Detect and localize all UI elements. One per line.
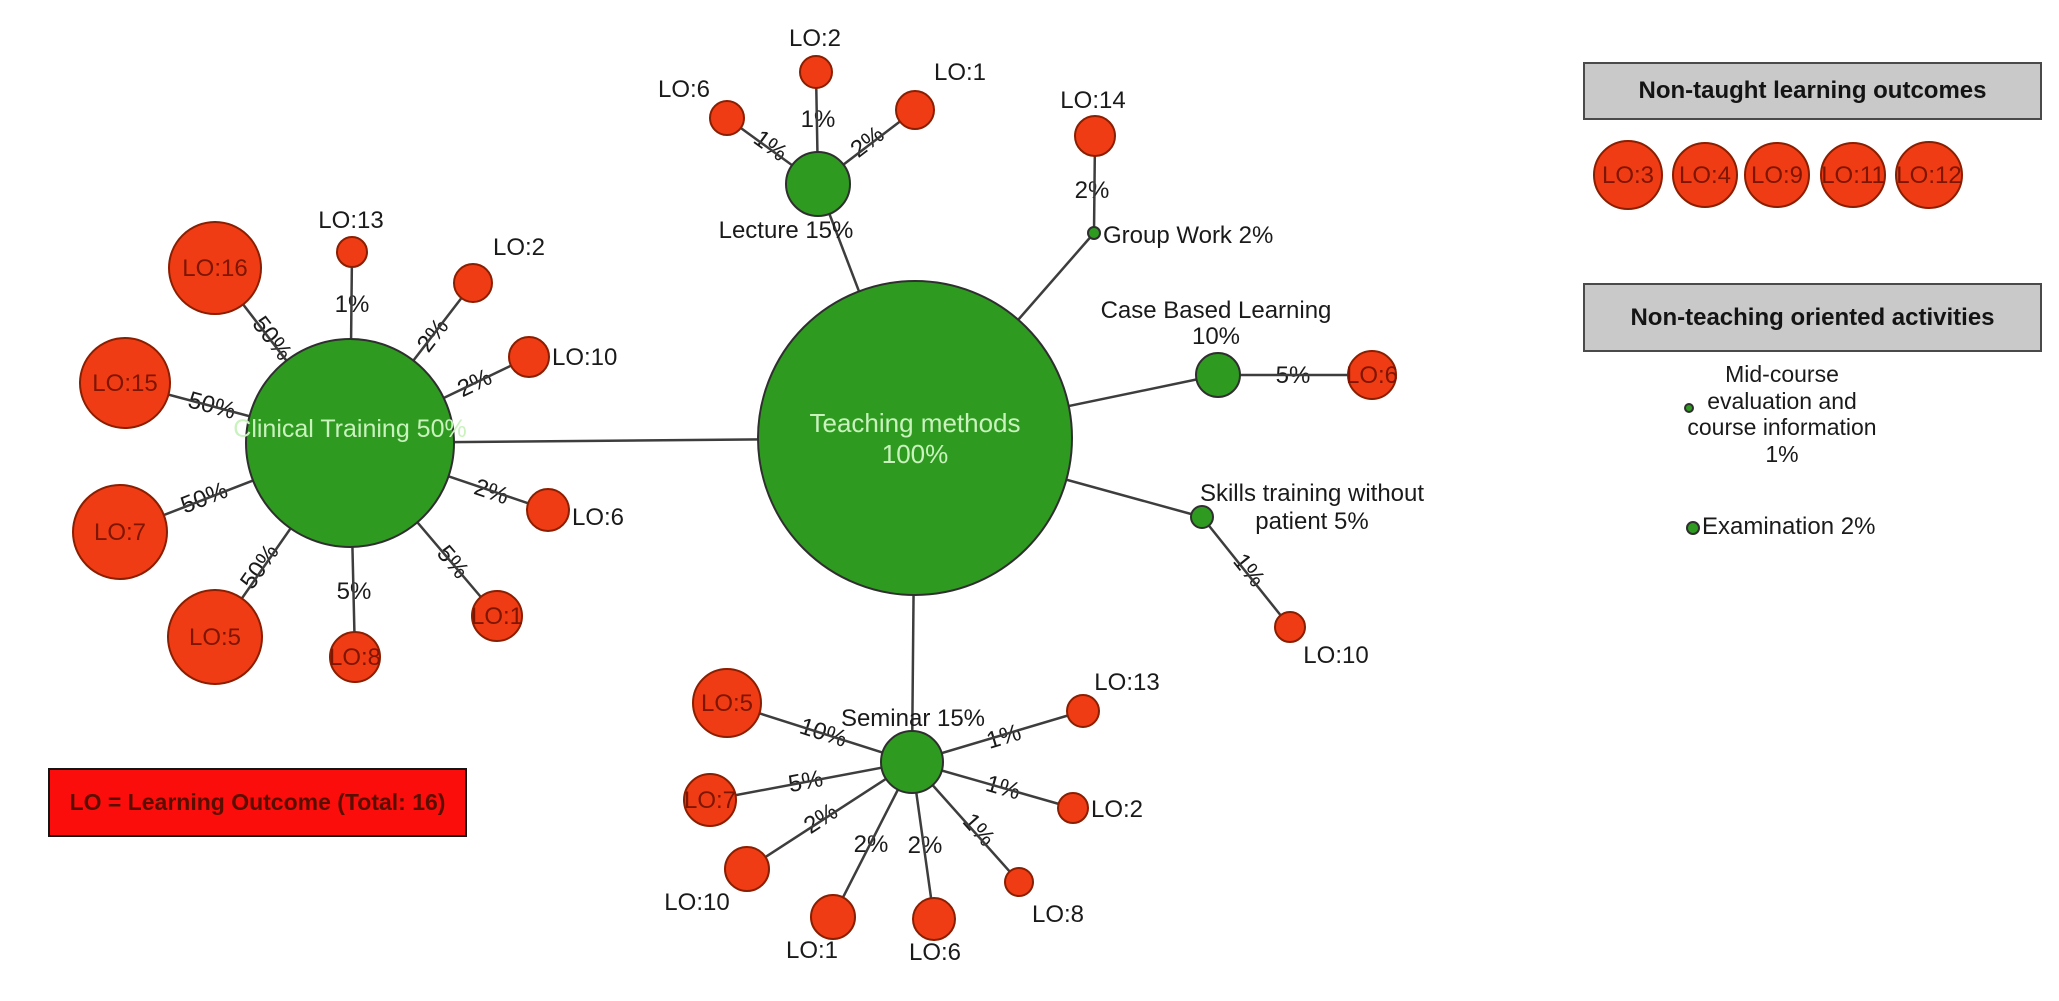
node-lc_lo1 xyxy=(895,90,935,130)
node-nt_lo12 xyxy=(1895,141,1963,209)
non-teaching-panel-header: Non-teaching oriented activities xyxy=(1583,283,2042,352)
label-sk_lo10: LO:10 xyxy=(1303,642,1368,669)
label-clinical: Clinical Training 50% xyxy=(233,415,466,443)
label-sm_lo2: LO:2 xyxy=(1091,796,1143,823)
label-skills: patient 5% xyxy=(1255,508,1368,535)
label-sm_lo5: LO:5 xyxy=(701,690,753,717)
label-ct_lo10: LO:10 xyxy=(552,344,617,371)
label-seminar: Seminar 15% xyxy=(841,705,985,732)
mid-course-activity-label: Mid-course evaluation and course informa… xyxy=(1672,361,1892,467)
edge-weight-label: 50% xyxy=(177,477,232,520)
label-sm_lo10: LO:10 xyxy=(664,889,729,916)
label-lc_lo6: LO:6 xyxy=(658,76,710,103)
node-sm_lo1 xyxy=(810,894,856,940)
label-sm_lo13: LO:13 xyxy=(1094,669,1159,696)
node-ct_lo15 xyxy=(79,337,171,429)
node-lc_lo2 xyxy=(799,55,833,89)
lo-legend-box: LO = Learning Outcome (Total: 16) xyxy=(48,768,467,837)
label-teaching: Teaching methods xyxy=(809,408,1020,438)
edge-weight-label: 1% xyxy=(957,808,1000,852)
label-nt_lo9: LO:9 xyxy=(1751,162,1803,189)
node-nt_lo9 xyxy=(1744,142,1810,208)
label-group_work: Group Work 2% xyxy=(1103,222,1273,249)
label-teaching: 100% xyxy=(882,439,949,469)
node-sm_lo2 xyxy=(1057,792,1089,824)
label-nt_lo3: LO:3 xyxy=(1602,162,1654,189)
node-skills xyxy=(1190,505,1214,529)
label-lc_lo2: LO:2 xyxy=(789,25,841,52)
label-ct_lo1: LO:1 xyxy=(471,603,523,630)
label-ct_lo16: LO:16 xyxy=(182,255,247,282)
label-ct_lo5: LO:5 xyxy=(189,624,241,651)
edge-weight-label: 1% xyxy=(983,719,1024,755)
mid-course-line: Mid-course xyxy=(1725,361,1839,387)
node-ct_lo8 xyxy=(329,631,381,683)
node-ct_lo16 xyxy=(168,221,262,315)
label-cb_lo6: LO:6 xyxy=(1346,362,1398,389)
edge-seminar-sm_lo7 xyxy=(709,760,913,802)
node-group_work xyxy=(1087,226,1101,240)
label-ct_lo7: LO:7 xyxy=(94,519,146,546)
label-gw_lo14: LO:14 xyxy=(1060,87,1125,114)
label-sm_lo7: LO:7 xyxy=(684,787,736,814)
examination-activity-label: Examination 2% xyxy=(1702,513,1876,540)
node-sm_lo8 xyxy=(1004,867,1034,897)
label-ct_lo15: LO:15 xyxy=(92,370,157,397)
label-ct_lo6: LO:6 xyxy=(572,504,624,531)
mid-course-line: 1% xyxy=(1765,440,1799,467)
node-exam_dot xyxy=(1686,521,1700,535)
node-lc_lo6 xyxy=(709,100,745,136)
non-taught-panel-header: Non-taught learning outcomes xyxy=(1583,62,2042,120)
node-ct_lo1 xyxy=(471,590,523,642)
node-sm_lo7 xyxy=(683,773,737,827)
label-case_based: 10% xyxy=(1192,323,1240,350)
node-nt_lo11 xyxy=(1820,142,1886,208)
label-nt_lo12: LO:12 xyxy=(1896,162,1961,189)
label-nt_lo11: LO:11 xyxy=(1821,162,1885,189)
mid-course-line: course information xyxy=(1687,414,1877,440)
node-seminar xyxy=(880,730,944,794)
label-lc_lo1: LO:1 xyxy=(934,59,986,86)
node-sm_lo6 xyxy=(912,897,956,941)
node-sm_lo10 xyxy=(724,846,770,892)
node-case_based xyxy=(1195,352,1241,398)
label-ct_lo2: LO:2 xyxy=(493,234,545,261)
label-ct_lo13: LO:13 xyxy=(318,207,383,234)
non-teaching-panel-title: Non-teaching oriented activities xyxy=(1630,303,1995,331)
node-teaching xyxy=(757,280,1073,596)
node-ct_lo7 xyxy=(72,484,168,580)
node-gw_lo14 xyxy=(1074,115,1116,157)
label-lecture: Lecture 15% xyxy=(719,217,854,244)
node-lecture xyxy=(785,151,851,217)
node-sm_lo5 xyxy=(692,668,762,738)
label-sm_lo8: LO:8 xyxy=(1032,901,1084,928)
node-ct_lo10 xyxy=(508,336,550,378)
label-sm_lo1: LO:1 xyxy=(786,937,838,964)
node-nt_lo4 xyxy=(1672,142,1738,208)
label-skills: Skills training without xyxy=(1200,480,1424,507)
node-ct_lo6 xyxy=(526,488,570,532)
node-ct_lo13 xyxy=(336,236,368,268)
node-ct_lo2 xyxy=(453,263,493,303)
label-ct_lo8: LO:8 xyxy=(329,644,381,671)
non-taught-panel-title: Non-taught learning outcomes xyxy=(1638,77,1987,104)
node-midcourse_dot xyxy=(1684,403,1694,413)
lo-legend-text: LO = Learning Outcome (Total: 16) xyxy=(69,789,446,815)
node-sm_lo13 xyxy=(1066,694,1100,728)
edge-weight-label: 2% xyxy=(1075,177,1110,204)
node-cb_lo6 xyxy=(1347,350,1397,400)
node-sk_lo10 xyxy=(1274,611,1306,643)
node-clinical xyxy=(245,338,455,548)
node-nt_lo3 xyxy=(1593,140,1663,210)
label-sm_lo6: LO:6 xyxy=(909,939,961,966)
label-case_based: Case Based Learning xyxy=(1101,297,1332,324)
edge-skills-sk_lo10 xyxy=(1201,516,1291,628)
node-ct_lo5 xyxy=(167,589,263,685)
mid-course-line: evaluation and xyxy=(1707,387,1857,414)
edge-weight-label: 2% xyxy=(799,798,843,840)
edge-seminar-sm_lo10 xyxy=(746,760,913,871)
label-nt_lo4: LO:4 xyxy=(1679,162,1731,189)
